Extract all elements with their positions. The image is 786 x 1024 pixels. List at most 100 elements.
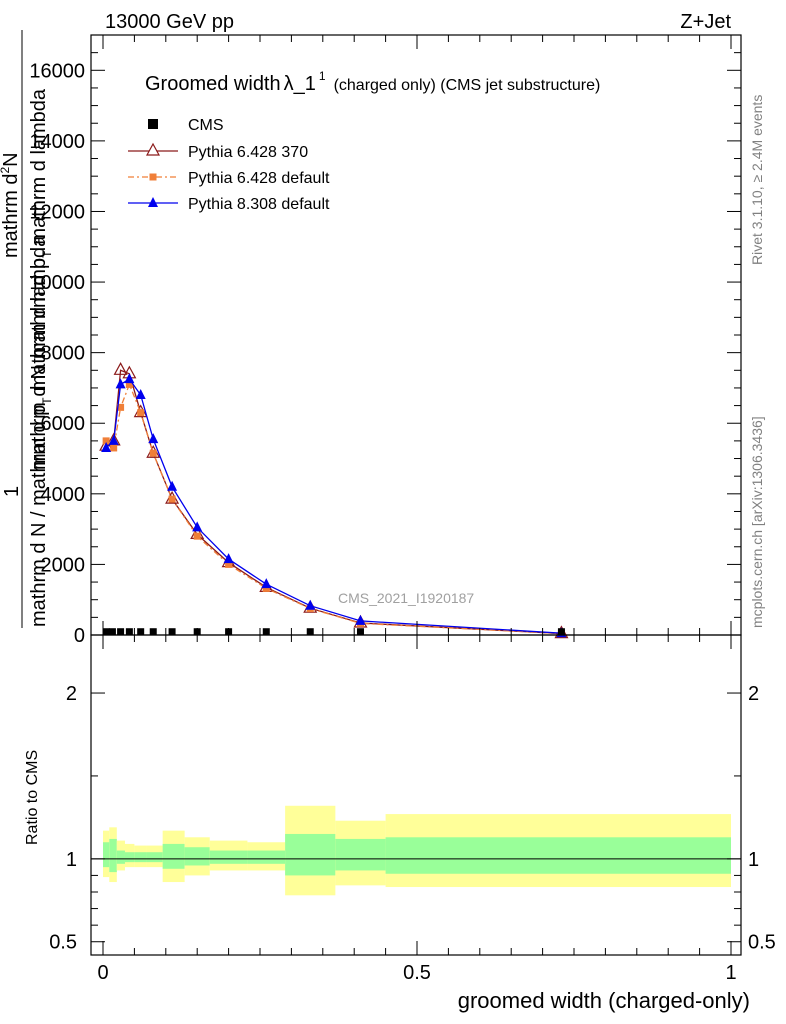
plot-title-main: Groomed width <box>145 73 281 95</box>
legend-marker-1 <box>145 142 161 156</box>
analysis-watermark: CMS_2021_I1920187 <box>338 590 474 606</box>
series-2-point-5 <box>148 433 159 444</box>
ratio-stat-band-0 <box>103 842 110 868</box>
header-right: Z+Jet <box>680 11 731 33</box>
legend-label-0: CMS <box>188 117 224 134</box>
ylabel-num1-sup: 2 <box>0 167 12 174</box>
y-axis-label-ratio: Ratio to CMS <box>24 750 41 845</box>
ratio-ytick-label-right-0: 0.5 <box>748 932 776 954</box>
series-2-point-6 <box>167 480 178 491</box>
legend-marker-cms <box>148 119 158 129</box>
series-2-point-0 <box>101 441 112 452</box>
series-1-point-0 <box>102 437 110 445</box>
ratio-stat-band-2 <box>116 850 125 864</box>
ratio-xtick-label-2: 1 <box>725 962 736 984</box>
ratio-ytick-label-right-1: 1 <box>748 849 759 871</box>
cms-point-2 <box>117 628 125 636</box>
series-0-point-2 <box>113 362 128 375</box>
ylabel-num-c: mathrm d p <box>28 258 50 359</box>
legend-label-2: Pythia 6.428 default <box>188 170 330 187</box>
cms-point-3 <box>125 628 133 636</box>
series-1-point-1 <box>110 444 118 452</box>
ylabel-num-c-sub: T <box>40 250 54 258</box>
main-ytick-label-8: 16000 <box>29 60 85 82</box>
series-2-point-10 <box>305 599 316 610</box>
cms-point-10 <box>306 628 314 636</box>
ylabel-den-sub: T <box>40 397 54 405</box>
legend: CMS Pythia 6.428 370 Pythia 6.428 default P… <box>128 117 330 213</box>
axis-ticks <box>91 34 741 955</box>
plot-title: Groomed width λ_1 1 (charged only) (CMS jet… <box>145 69 600 95</box>
series-2-point-3 <box>124 373 135 384</box>
ylabel-num-a: mathrm d <box>28 386 50 470</box>
ratio-ytick-label-right-2: 2 <box>748 683 759 705</box>
series-2-point-9 <box>261 578 272 589</box>
ylabel-den: mathrm d N / mathrm d p <box>28 405 50 627</box>
ratio-stat-band-11 <box>335 838 386 871</box>
legend-label-3: Pythia 8.308 default <box>188 196 330 213</box>
ylabel-one: 1 <box>1 486 23 497</box>
ylabel-num-b: N <box>28 365 50 379</box>
series-2-point-2 <box>115 378 126 389</box>
x-axis-label: groomed width (charged-only) <box>458 988 750 1013</box>
ratio-stat-band-9 <box>247 850 286 864</box>
series-1-point-5 <box>149 449 157 457</box>
ratio-stat-band-10 <box>285 833 336 876</box>
ratio-stat-band-7 <box>184 847 210 866</box>
ratio-stat-band-5 <box>146 852 163 863</box>
cms-point-0 <box>102 628 110 636</box>
ratio-stat-band-6 <box>162 843 185 869</box>
ratio-stat-band-12 <box>385 837 731 874</box>
ratio-uncertainty-bands <box>103 805 731 896</box>
ylabel-den2: mathrm d lambda <box>28 235 50 391</box>
series-line-1 <box>105 382 562 635</box>
cms-point-9 <box>262 628 270 636</box>
series-1-point-3 <box>125 380 133 388</box>
ratio-xtick-label-0: 0 <box>97 962 108 984</box>
cms-point-1 <box>108 628 116 636</box>
ratio-stat-band-1 <box>109 838 117 873</box>
main-ytick-label-0: 0 <box>74 625 85 647</box>
ylabel-num-d: mathrm d lambda <box>28 88 50 244</box>
mcplots-label: mcplots.cern.ch [arXiv:1306.3436] <box>749 416 765 628</box>
main-ytick-label-5: 10000 <box>29 272 85 294</box>
main-ytick-label-2: 4000 <box>41 484 86 506</box>
main-ytick-label-1: 2000 <box>41 554 86 576</box>
series-1-point-9 <box>262 584 270 592</box>
ratio-ytick-label-left-0: 0.5 <box>49 932 77 954</box>
main-ytick-label-4: 8000 <box>41 343 86 365</box>
ylabel-numerator: mathrm d2N <box>0 152 22 258</box>
ratio-ytick-label-left-1: 1 <box>66 849 77 871</box>
main-ytick-label-7: 14000 <box>29 131 85 153</box>
mc-curves <box>99 362 569 639</box>
series-1-point-2 <box>117 403 125 411</box>
ratio-stat-band-8 <box>209 850 248 864</box>
ylabel-denominator-1: mathrm d N / mathrm d pTmathrm d lambda <box>28 235 54 627</box>
series-line-2 <box>105 378 562 634</box>
ratio-ytick-label-left-2: 2 <box>66 683 77 705</box>
series-1-point-8 <box>225 560 233 568</box>
main-ytick-label-3: 6000 <box>41 413 86 435</box>
series-1-point-6 <box>168 495 176 503</box>
ratio-panel-frame <box>90 634 742 956</box>
y-axis-label-top: 1 mathrm d2N mathrm d N / mathrm d pTmat… <box>0 30 54 628</box>
ratio-stat-band-3 <box>124 852 135 863</box>
cms-point-11 <box>356 628 364 636</box>
main-ytick-label-6: 12000 <box>29 201 85 223</box>
legend-marker-2 <box>149 173 157 181</box>
ylabel-num2: N <box>0 152 22 166</box>
plot-title-lambda: λ_1 <box>284 73 316 95</box>
series-1-point-7 <box>193 532 201 540</box>
header-left: 13000 GeV pp <box>105 11 234 33</box>
axis-tick-labels: 0 2000 4000 6000 8000 10000 12000 14000 16000 0 0.… <box>29 60 775 984</box>
series-1-point-4 <box>137 409 145 417</box>
cms-point-12 <box>557 628 565 636</box>
legend-marker-3 <box>148 197 158 207</box>
series-2-point-1 <box>108 434 119 445</box>
ylabel-num1: mathrm d <box>0 174 22 258</box>
cms-point-4 <box>137 628 145 636</box>
plot-title-sub: (charged only) (CMS jet substructure) <box>334 77 601 94</box>
ratio-xtick-label-1: 0.5 <box>403 962 431 984</box>
legend-label-1: Pythia 6.428 370 <box>188 144 308 161</box>
